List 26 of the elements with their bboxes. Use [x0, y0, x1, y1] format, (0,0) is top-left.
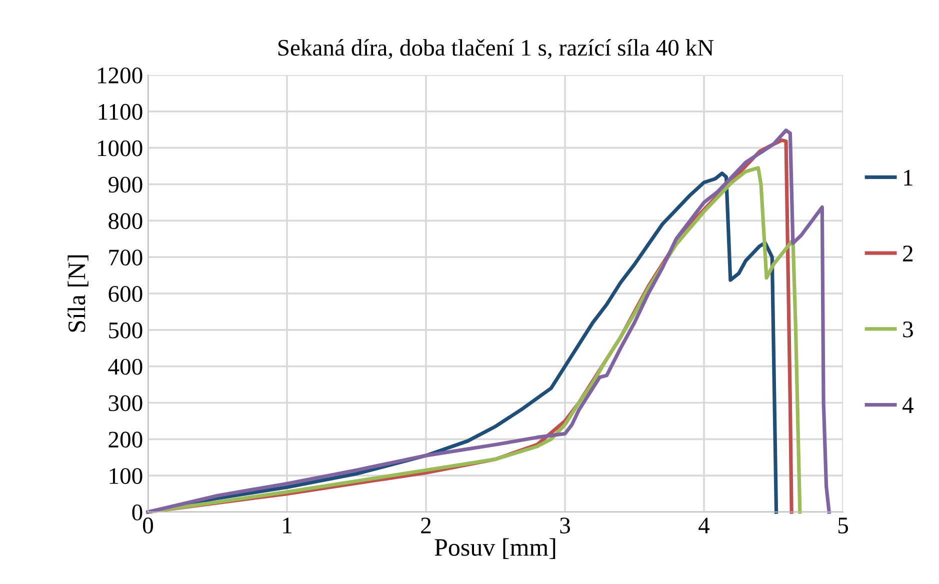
y-tick-label: 200 [108, 432, 142, 448]
x-tick-label: 4 [698, 518, 710, 534]
y-tick-label: 400 [108, 358, 142, 375]
y-tick-label: 0 [132, 504, 142, 520]
legend-label: 3 [903, 322, 913, 338]
x-tick-label: 3 [560, 518, 570, 534]
y-tick-label: 700 [109, 250, 142, 266]
y-tick-label: 800 [108, 213, 142, 230]
x-tick-label: 5 [838, 518, 848, 534]
y-tick-label: 600 [108, 286, 142, 302]
x-axis-title: Posuv [mm] [434, 538, 556, 559]
y-tick-label: 300 [108, 395, 142, 412]
x-tick-label: 0 [142, 518, 154, 534]
y-tick-label: 1200 [98, 67, 142, 84]
y-axis-title: Síla [N] [68, 255, 88, 332]
legend-label: 4 [902, 398, 914, 414]
legend-label: 1 [904, 170, 912, 186]
y-tick-label: 1100 [98, 104, 142, 120]
y-tick-label: 1000 [98, 140, 142, 156]
legend-label: 2 [903, 246, 913, 262]
y-tick-label: 900 [108, 176, 142, 193]
y-tick-label: 500 [109, 322, 142, 338]
x-tick-label: 1 [283, 518, 292, 534]
chart-title: Sekaná díra, doba tlačení 1 s, razící síla 40 kN [278, 39, 714, 60]
x-tick-label: 2 [421, 518, 431, 534]
y-tick-label: 100 [110, 468, 142, 484]
